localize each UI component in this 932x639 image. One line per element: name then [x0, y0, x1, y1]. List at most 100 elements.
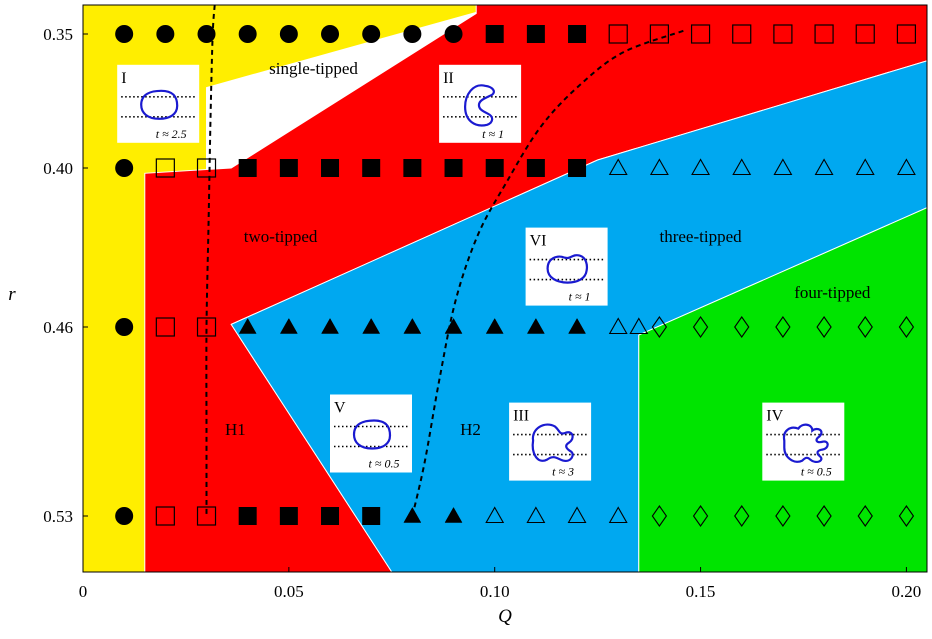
filled-circle-marker — [115, 507, 134, 525]
filled-square-marker — [238, 159, 257, 177]
filled-triangle-marker — [279, 317, 298, 334]
inset-caption: t ≈ 0.5 — [369, 457, 400, 471]
inset-caption: t ≈ 1 — [569, 290, 591, 304]
inset-numeral: II — [443, 70, 454, 87]
open-square-marker — [732, 24, 752, 44]
inset-numeral: IV — [766, 408, 783, 425]
open-diamond-marker — [775, 316, 791, 338]
open-square-marker — [155, 506, 175, 526]
open-diamond-marker — [857, 316, 873, 338]
open-triangle-marker — [485, 506, 505, 524]
open-triangle-marker — [567, 506, 587, 524]
inset-caption: t ≈ 3 — [552, 465, 574, 479]
filled-triangle-marker — [362, 317, 381, 334]
open-triangle-marker — [773, 158, 793, 176]
filled-square-marker — [321, 507, 340, 525]
open-triangle-marker — [691, 158, 711, 176]
open-square-marker — [855, 24, 875, 44]
region-label-three-tipped: three-tipped — [659, 227, 742, 246]
inset-spiral-shape — [140, 89, 179, 120]
inset-box — [330, 394, 412, 473]
inset-iii: III t ≈ 3 — [509, 402, 592, 481]
inset-spiral-shape — [782, 423, 829, 464]
open-square-marker — [196, 317, 217, 337]
inset-box — [509, 402, 592, 481]
open-diamond-marker — [898, 505, 915, 527]
filled-circle-marker — [444, 25, 463, 43]
filled-square-marker — [362, 159, 381, 177]
inset-box — [762, 402, 845, 481]
y-tick-label: 0.40 — [43, 159, 73, 178]
inset-iv: IV t ≈ 0.5 — [762, 402, 845, 481]
inset-caption: t ≈ 2.5 — [156, 127, 187, 141]
filled-square-marker — [526, 25, 545, 43]
filled-circle-marker — [115, 159, 134, 177]
region-label-single-tipped: single-tipped — [269, 59, 358, 78]
filled-square-marker — [279, 507, 298, 525]
open-triangle-marker — [649, 158, 669, 176]
open-square-marker — [196, 506, 217, 526]
inset-spiral-shape — [352, 419, 392, 450]
open-square-marker — [155, 158, 175, 178]
open-square-marker — [196, 158, 217, 178]
y-tick-label: 0.46 — [43, 318, 73, 337]
y-axis-label: r — [8, 284, 16, 305]
open-diamond-marker — [857, 505, 873, 527]
open-diamond-marker — [651, 316, 668, 338]
filled-circle-marker — [279, 25, 298, 43]
region-two-tipped — [144, 5, 927, 572]
filled-circle-marker — [197, 25, 216, 43]
open-triangle-marker — [608, 317, 628, 335]
labels-layer: H1 H2 single-tipped two-tipped three-tipped f… — [225, 59, 871, 439]
open-diamond-marker — [898, 316, 915, 338]
inset-ii: II t ≈ 1 — [439, 64, 522, 143]
open-diamond-marker — [651, 505, 668, 527]
filled-square-marker — [238, 507, 257, 525]
y-tick-label: 0.35 — [43, 25, 73, 44]
filled-triangle-marker — [485, 317, 504, 334]
filled-square-marker — [568, 25, 587, 43]
inset-spiral-shape — [546, 254, 589, 284]
x-tick-label: 0.05 — [274, 582, 304, 601]
open-diamond-marker — [816, 316, 832, 338]
open-square-marker — [690, 24, 711, 44]
open-triangle-marker — [608, 506, 628, 524]
filled-square-marker — [444, 159, 463, 177]
x-tick-label: 0.15 — [686, 582, 716, 601]
inset-spiral-shape — [531, 423, 574, 463]
region-label-two-tipped: two-tipped — [244, 227, 318, 246]
filled-triangle-marker — [526, 317, 545, 334]
curve-label-h1: H1 — [225, 420, 246, 439]
filled-square-marker — [362, 507, 381, 525]
filled-square-marker — [568, 159, 587, 177]
filled-circle-marker — [238, 25, 257, 43]
inset-vi: VI t ≈ 1 — [525, 227, 608, 306]
filled-triangle-marker — [321, 317, 339, 334]
open-square-marker — [773, 24, 793, 44]
open-triangle-marker — [814, 158, 834, 176]
open-diamond-marker — [692, 505, 709, 527]
x-axis-label: Q — [498, 606, 512, 627]
inset-i: It ≈ 2.5 — [117, 64, 200, 143]
open-triangle-marker — [732, 158, 752, 176]
filled-circle-marker — [403, 25, 422, 43]
inset-spiral-shape — [464, 84, 495, 127]
open-diamond-marker — [734, 316, 750, 338]
filled-triangle-marker — [568, 317, 586, 334]
filled-circle-marker — [362, 25, 381, 43]
filled-square-marker — [485, 25, 504, 43]
axes-layer: 0 0.05 0.10 0.15 0.20 0.35 0.40 0.46 0.53 Qr — [8, 25, 921, 627]
filled-circle-marker — [156, 25, 175, 43]
open-triangle-marker — [629, 317, 649, 335]
open-square-marker — [814, 24, 834, 44]
open-diamond-marker — [734, 505, 750, 527]
filled-circle-marker — [321, 25, 340, 43]
open-triangle-marker — [526, 506, 546, 524]
open-square-marker — [155, 317, 175, 337]
filled-circle-marker — [115, 318, 134, 336]
region-four-tipped — [638, 207, 927, 572]
y-tick-label: 0.53 — [43, 507, 73, 526]
filled-square-marker — [526, 159, 545, 177]
inset-numeral: VI — [530, 233, 547, 250]
